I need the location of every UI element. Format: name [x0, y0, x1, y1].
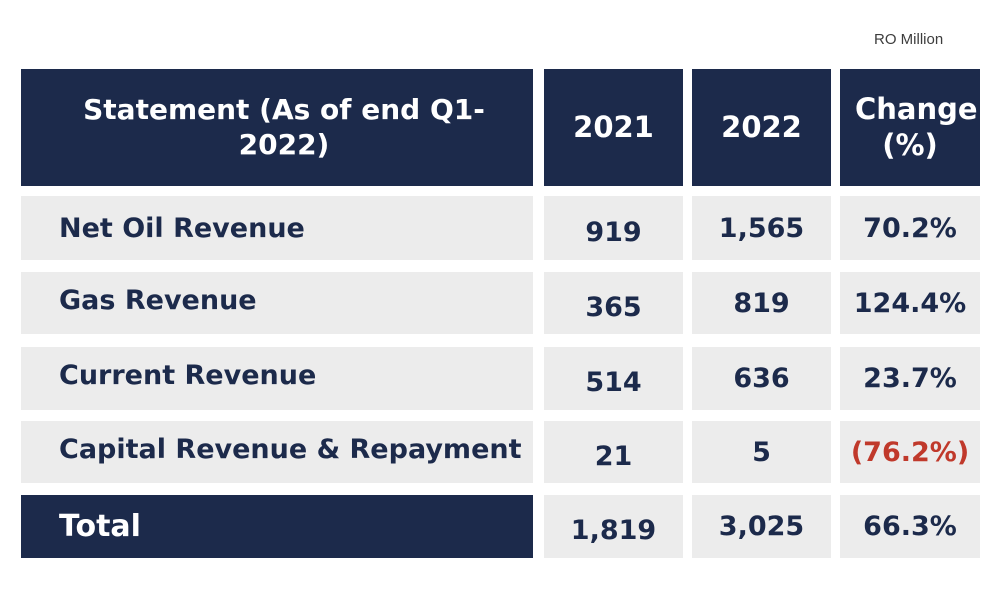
header-2022: 2022: [692, 69, 831, 186]
header-change: Change (%): [840, 69, 980, 186]
total-label: Total: [21, 495, 533, 558]
row-value-2022: 819: [692, 272, 831, 334]
row-change-negative: (76.2%): [840, 421, 980, 483]
row-value-2021: 365: [544, 272, 683, 334]
total-change: 66.3%: [840, 495, 980, 558]
row-value-2021: 21: [544, 421, 683, 483]
row-change: 23.7%: [840, 347, 980, 410]
row-value-2021: 514: [544, 347, 683, 410]
total-value-2022: 3,025: [692, 495, 831, 558]
row-value-2022: 5: [692, 421, 831, 483]
row-change: 70.2%: [840, 196, 980, 260]
row-label-capital-revenue-repayment: Capital Revenue & Repayment: [21, 421, 533, 483]
total-value-2021: 1,819: [544, 495, 683, 558]
row-change: 124.4%: [840, 272, 980, 334]
header-statement: Statement (As of end Q1- 2022): [21, 69, 533, 186]
row-label-net-oil-revenue: Net Oil Revenue: [21, 196, 533, 260]
row-label-current-revenue: Current Revenue: [21, 347, 533, 410]
row-value-2022: 636: [692, 347, 831, 410]
header-change-label: Change (%): [855, 92, 978, 162]
row-value-2022: 1,565: [692, 196, 831, 260]
header-2021: 2021: [544, 69, 683, 186]
unit-label: RO Million: [874, 31, 944, 48]
row-value-2021: 919: [544, 196, 683, 260]
row-label-gas-revenue: Gas Revenue: [21, 272, 533, 334]
